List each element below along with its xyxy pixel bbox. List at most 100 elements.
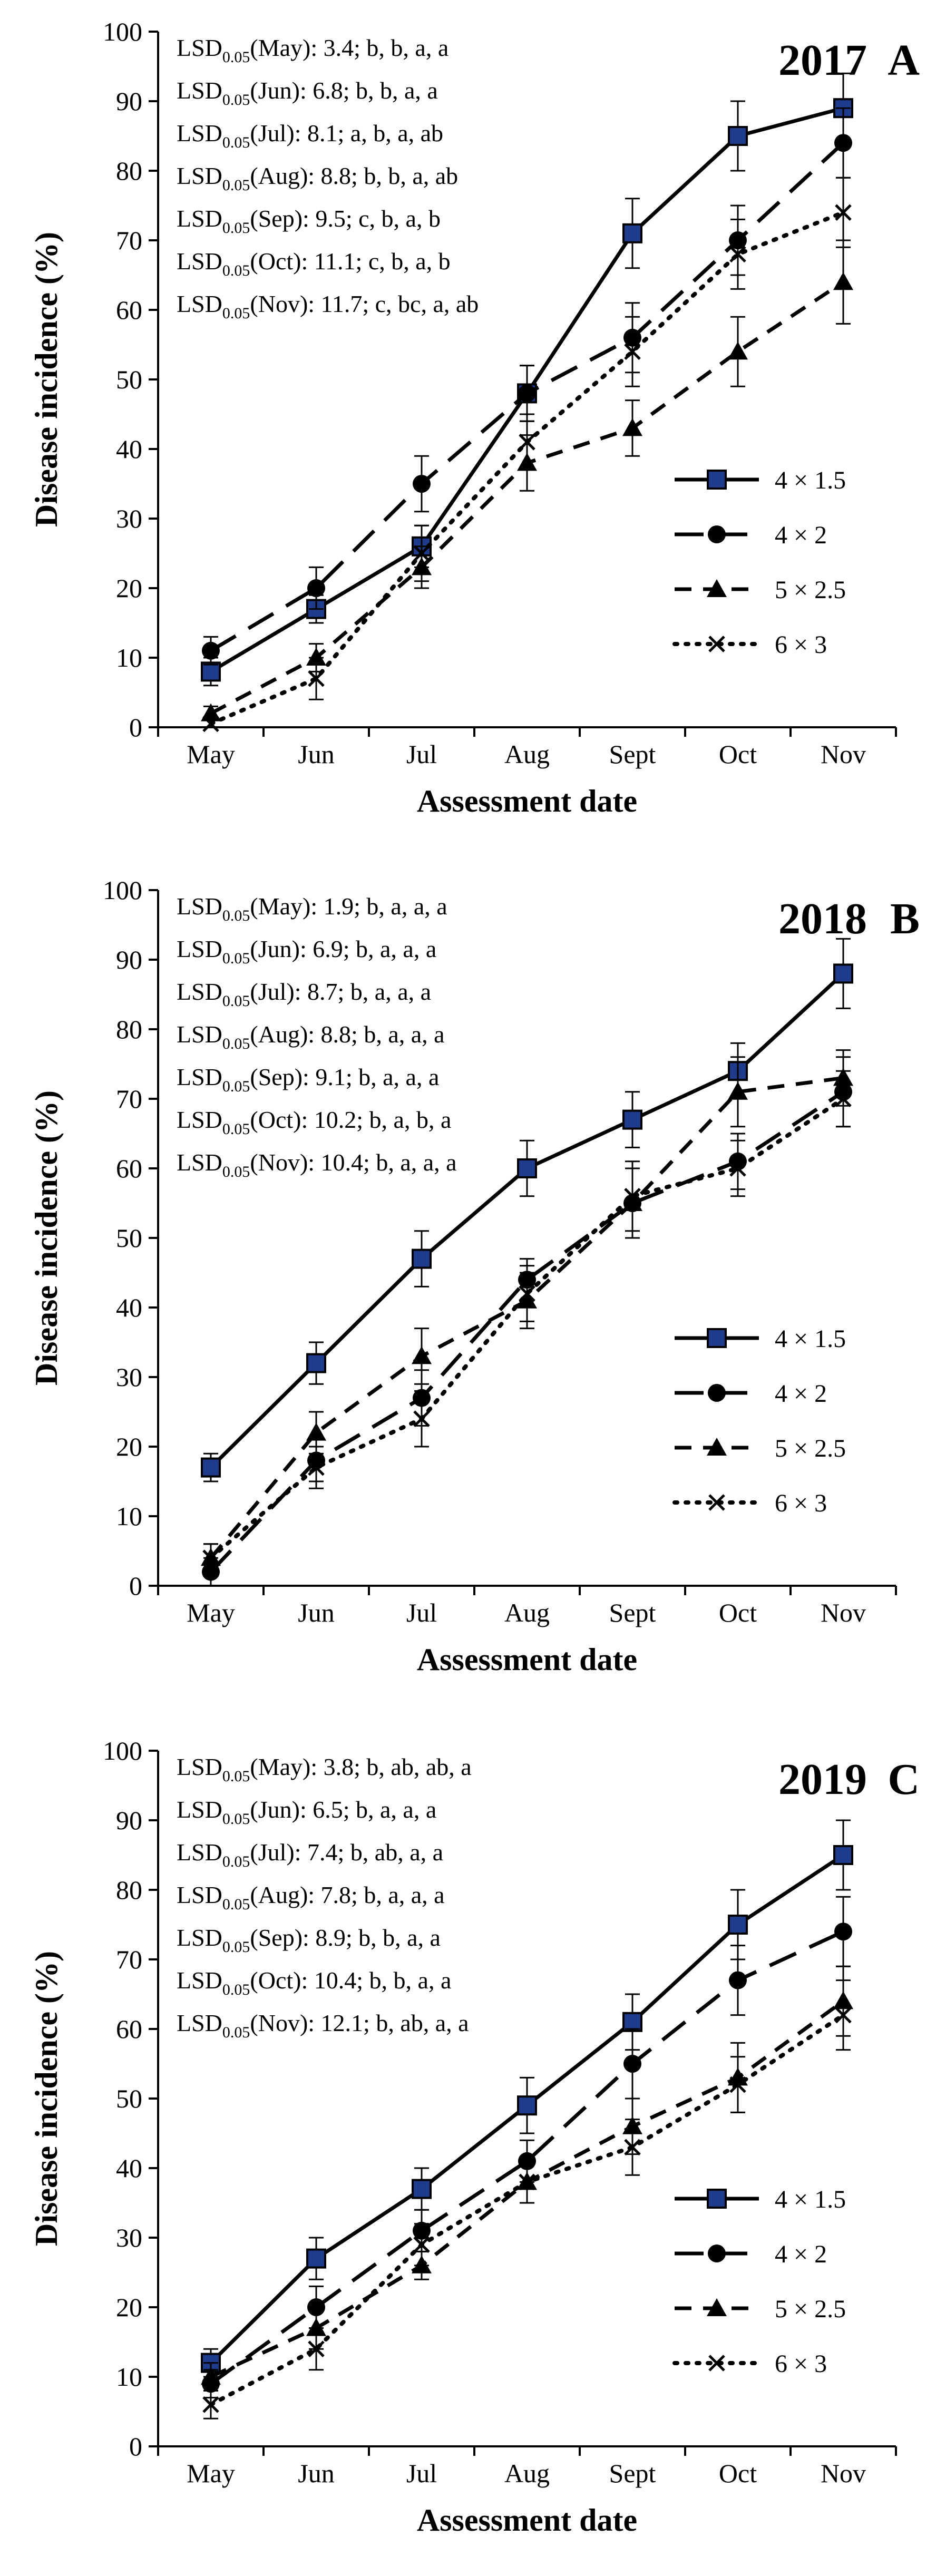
y-tick-label: 100 xyxy=(103,17,142,46)
x-tick-label: May xyxy=(187,739,235,769)
lsd-annotation: LSD0.05(Sep): 8.9; b, b, a, a xyxy=(177,1924,441,1956)
series-line xyxy=(209,2013,845,2407)
data-point xyxy=(519,1285,535,1302)
lsd-annotation: LSD0.05(May): 3.8; b, ab, ab, a xyxy=(177,1753,472,1785)
data-point xyxy=(307,579,325,597)
series-square xyxy=(201,1819,853,2378)
legend-marker xyxy=(707,2298,727,2316)
data-point xyxy=(308,1459,325,1476)
data-point xyxy=(624,343,641,360)
data-point xyxy=(729,246,746,263)
x-tick-label: Jun xyxy=(298,739,334,769)
data-point xyxy=(306,1422,326,1441)
legend-marker xyxy=(708,2355,725,2372)
legend-label: 4 × 2 xyxy=(775,521,827,549)
legend-marker xyxy=(708,2245,726,2262)
data-point xyxy=(728,341,748,360)
data-point xyxy=(308,2340,325,2357)
x-tick-label: Nov xyxy=(821,2458,866,2488)
data-point xyxy=(306,648,326,666)
panel-letter: C xyxy=(888,1755,920,1804)
legend-label: 6 × 3 xyxy=(775,2350,827,2378)
data-point xyxy=(306,2248,326,2269)
y-tick-label: 0 xyxy=(129,1571,142,1601)
x-tick-label: May xyxy=(187,2458,235,2488)
legend-label: 4 × 1.5 xyxy=(775,1325,846,1353)
data-point xyxy=(833,1845,853,1865)
lsd-annotation: LSD0.05(Nov): 12.1; b, ab, a, a xyxy=(177,2009,469,2041)
data-point xyxy=(413,545,430,562)
y-tick-label: 40 xyxy=(116,1293,142,1322)
data-point xyxy=(518,384,536,403)
x-tick-label: Jun xyxy=(298,2458,334,2488)
y-tick-label: 80 xyxy=(116,1875,142,1905)
chart-panel-b: 0 10 20 30 40 50 60 70 80 90 100 May Jun Jul Aug Sept Oc… xyxy=(29,875,920,1677)
data-point xyxy=(833,272,853,290)
data-point xyxy=(622,1109,642,1130)
data-point xyxy=(729,1160,746,1177)
y-axis-title: Disease incidence (%) xyxy=(29,1951,64,2246)
data-point xyxy=(835,1090,852,1107)
x-tick-label: Aug xyxy=(504,2458,550,2488)
data-point xyxy=(202,1549,219,1566)
legend-marker xyxy=(708,1494,725,1511)
y-tick-label: 50 xyxy=(116,2084,142,2113)
series-x xyxy=(202,1070,852,1573)
data-point xyxy=(624,1188,641,1205)
data-point xyxy=(202,2396,219,2413)
x-tick-label: Nov xyxy=(821,1598,866,1627)
y-tick-label: 0 xyxy=(129,2432,142,2461)
y-tick-label: 30 xyxy=(116,2223,142,2252)
y-tick-label: 100 xyxy=(103,1736,142,1765)
legend-marker xyxy=(707,470,727,490)
data-point xyxy=(624,2139,641,2156)
series-square xyxy=(201,938,853,1482)
y-tick-label: 50 xyxy=(116,365,142,394)
x-tick-label: Sept xyxy=(609,1598,656,1627)
x-axis-title: Assessment date xyxy=(417,2503,637,2538)
x-tick-label: Jul xyxy=(406,739,437,769)
data-point xyxy=(834,134,852,152)
y-tick-label: 30 xyxy=(116,504,142,533)
data-point xyxy=(517,2095,537,2116)
y-tick-label: 60 xyxy=(116,295,142,325)
x-tick-label: Sept xyxy=(609,739,656,769)
legend-label: 5 × 2.5 xyxy=(775,2295,846,2323)
lsd-annotation: LSD0.05(Jul): 8.1; a, b, a, ab xyxy=(177,120,443,151)
x-axis-title: Assessment date xyxy=(417,784,637,818)
legend-label: 6 × 3 xyxy=(775,1489,827,1517)
legend-label: 6 × 3 xyxy=(775,631,827,659)
data-point xyxy=(834,1923,852,1941)
series-x xyxy=(202,1979,852,2419)
y-tick-label: 10 xyxy=(116,643,142,672)
data-point xyxy=(412,2179,432,2199)
data-point xyxy=(201,2367,221,2385)
lsd-annotation: LSD0.05(Jun): 6.8; b, b, a, a xyxy=(177,77,438,109)
data-point xyxy=(622,418,642,436)
chart-panel-c: 0 10 20 30 40 50 60 70 80 90 100 May Jun Jul Aug Sept Oc… xyxy=(29,1736,920,2538)
y-tick-label: 70 xyxy=(116,1084,142,1114)
data-point xyxy=(835,204,852,221)
y-tick-label: 80 xyxy=(116,1014,142,1044)
legend-marker xyxy=(707,2189,727,2209)
lsd-annotation: LSD0.05(May): 3.4; b, b, a, a xyxy=(177,34,448,66)
data-point xyxy=(519,2173,535,2191)
x-tick-label: Nov xyxy=(821,739,866,769)
series-circle xyxy=(202,107,852,666)
data-point xyxy=(517,1158,537,1178)
series-line xyxy=(210,280,844,715)
legend-marker xyxy=(708,525,726,543)
panel-letter: B xyxy=(890,894,920,943)
legend-marker xyxy=(707,1438,727,1456)
panel-letter: A xyxy=(888,36,920,85)
legend-label: 4 × 2 xyxy=(775,1380,827,1408)
x-tick-label: Aug xyxy=(504,739,550,769)
lsd-annotation: LSD0.05(May): 1.9; b, a, a, a xyxy=(177,893,447,924)
lsd-annotation: LSD0.05(Oct): 10.4; b, b, a, a xyxy=(177,1967,451,1998)
data-point xyxy=(728,126,748,146)
lsd-annotation: LSD0.05(Oct): 11.1; c, b, a, b xyxy=(177,248,451,279)
panel-year-title: 2018 xyxy=(778,894,867,943)
data-point xyxy=(306,2318,326,2336)
y-tick-label: 50 xyxy=(116,1223,142,1253)
